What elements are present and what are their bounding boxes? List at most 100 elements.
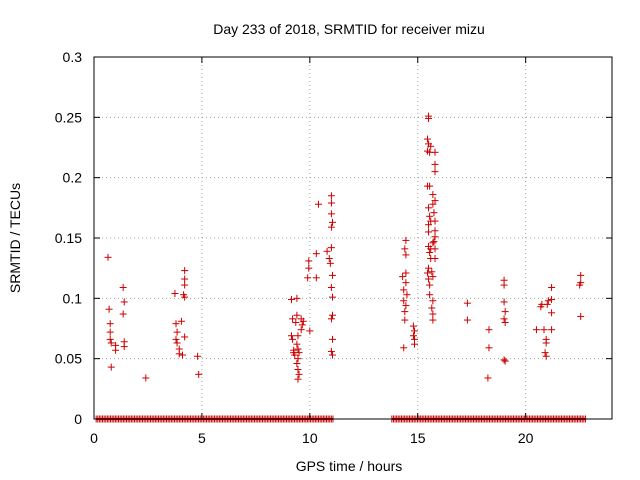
data-point <box>425 115 433 123</box>
data-point <box>173 328 181 336</box>
data-point <box>411 340 419 348</box>
data-point <box>106 335 114 343</box>
data-point <box>175 350 183 358</box>
data-point <box>312 250 320 258</box>
data-point <box>181 275 189 283</box>
data-point <box>543 300 551 308</box>
data-point <box>402 236 410 244</box>
data-point <box>409 322 417 330</box>
data-point <box>305 257 313 265</box>
data-point <box>431 217 439 225</box>
data-point <box>327 347 335 355</box>
data-point <box>177 317 185 325</box>
data-point <box>576 281 584 289</box>
data-point <box>293 359 301 367</box>
data-point <box>399 273 407 281</box>
data-point <box>402 251 410 259</box>
data-point <box>402 302 410 310</box>
data-point <box>500 356 508 364</box>
data-point <box>291 351 299 359</box>
data-point <box>298 321 306 329</box>
data-point <box>428 268 436 276</box>
data-point <box>328 293 336 301</box>
data-point <box>293 311 301 319</box>
y-tick-label: 0.15 <box>55 230 82 246</box>
data-point <box>173 339 181 347</box>
data-point <box>402 279 410 287</box>
data-point <box>299 317 307 325</box>
data-point <box>294 345 302 353</box>
data-point <box>181 267 189 275</box>
data-point <box>327 223 335 231</box>
data-point <box>427 142 435 150</box>
data-point <box>431 168 439 176</box>
y-tick-label: 0.1 <box>63 290 83 306</box>
data-point <box>429 297 437 305</box>
x-tick-label: 5 <box>198 430 206 446</box>
data-point <box>328 311 336 319</box>
data-point <box>429 273 437 281</box>
data-point <box>181 281 189 289</box>
data-point <box>289 335 297 343</box>
data-point <box>540 326 548 334</box>
data-point <box>431 160 439 168</box>
x-tick-label: 0 <box>90 430 98 446</box>
data-point <box>401 308 409 316</box>
data-point <box>119 283 127 291</box>
data-point <box>293 294 301 302</box>
x-tick-label: 15 <box>410 430 426 446</box>
data-point <box>400 297 408 305</box>
data-point <box>542 339 550 347</box>
data-point <box>107 339 115 347</box>
data-point <box>181 293 189 301</box>
data-point <box>306 327 314 335</box>
data-point <box>325 255 333 263</box>
data-point <box>328 218 336 226</box>
data-point <box>548 326 556 334</box>
data-point <box>402 269 410 277</box>
data-point <box>171 290 179 298</box>
y-tick-label: 0 <box>74 411 82 427</box>
data-point <box>425 228 433 236</box>
data-point <box>194 352 202 360</box>
data-point <box>541 349 549 357</box>
data-point <box>105 305 113 313</box>
data-point <box>463 316 471 324</box>
y-axis-label: SRMTID / TECUs <box>7 183 23 293</box>
data-point <box>287 332 295 340</box>
data-point <box>119 310 127 318</box>
chart-title: Day 233 of 2018, SRMTID for receiver miz… <box>213 21 485 37</box>
data-point <box>577 312 585 320</box>
data-point <box>577 271 585 279</box>
data-point <box>431 233 439 241</box>
data-point <box>542 352 550 360</box>
data-point <box>409 332 417 340</box>
data-point <box>423 135 431 143</box>
data-point <box>106 320 114 328</box>
data-point <box>429 310 437 318</box>
axis-ticks <box>93 56 612 420</box>
data-points <box>104 112 585 383</box>
data-point <box>294 375 302 383</box>
data-point <box>500 281 508 289</box>
data-point <box>292 318 300 326</box>
data-point <box>548 296 556 304</box>
data-point <box>431 255 439 263</box>
y-tick-label: 0.25 <box>55 109 82 125</box>
data-point <box>178 351 186 359</box>
data-point <box>172 320 180 328</box>
data-point <box>429 239 437 247</box>
data-point <box>104 253 112 261</box>
data-point <box>401 316 409 324</box>
data-point <box>305 264 313 272</box>
data-point <box>112 346 120 354</box>
data-point <box>294 366 302 374</box>
data-point <box>312 274 320 282</box>
data-point <box>142 374 150 382</box>
data-point <box>327 192 335 200</box>
y-tick-label: 0.05 <box>55 351 82 367</box>
x-axis-label: GPS time / hours <box>296 458 403 474</box>
data-point <box>297 326 305 334</box>
data-point <box>107 363 115 371</box>
data-point <box>328 351 336 359</box>
